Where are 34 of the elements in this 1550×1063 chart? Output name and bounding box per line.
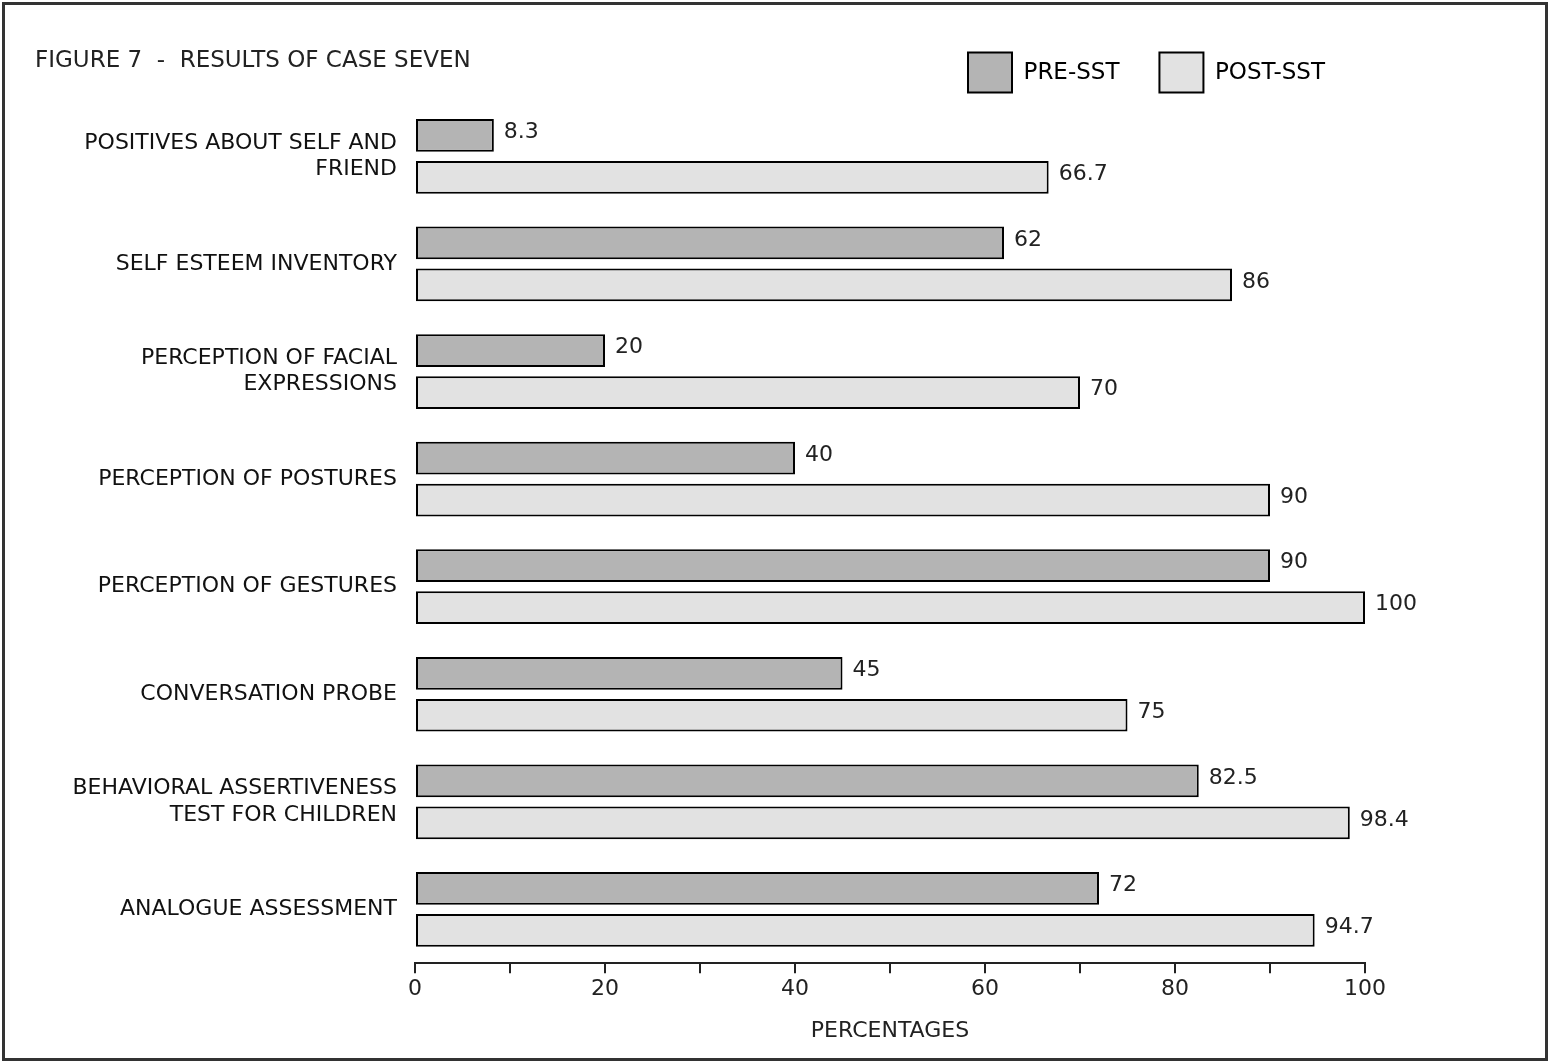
data-label: 98.4 xyxy=(1359,805,1409,831)
x-tick-label: 0 xyxy=(408,975,422,1001)
chart-title: FIGURE 7 - RESULTS OF CASE SEVEN xyxy=(35,45,471,72)
y-tick-label: PERCEPTION OF GESTURES xyxy=(97,572,397,598)
y-tick-label: SELF ESTEEM INVENTORY xyxy=(115,249,398,275)
y-tick-label: PERCEPTION OF FACIAL EXPRESSIONS xyxy=(141,344,398,396)
data-label: 8.3 xyxy=(503,118,539,144)
data-label: 62 xyxy=(1014,225,1042,251)
data-label: 86 xyxy=(1242,267,1270,293)
x-tick-label: 100 xyxy=(1344,975,1386,1001)
data-label: 72 xyxy=(1109,871,1137,897)
y-tick-label: POSITIVES ABOUT SELF AND FRIEND xyxy=(84,128,397,181)
x-tick-label: 20 xyxy=(591,975,619,1001)
y-tick-label: CONVERSATION PROBE xyxy=(140,679,397,705)
y-tick-label: BEHAVIORAL ASSERTIVENESS TEST FOR CHILDREN xyxy=(72,774,397,826)
x-axis-title: PERCENTAGES xyxy=(810,1016,970,1042)
legend-label: PRE-SST xyxy=(1023,57,1121,84)
data-label: 70 xyxy=(1090,375,1118,401)
data-label: 94.7 xyxy=(1324,913,1374,939)
x-tick-label: 60 xyxy=(971,975,999,1001)
data-label: 40 xyxy=(805,440,833,466)
legend-label: POST-SST xyxy=(1214,57,1326,84)
data-label: 75 xyxy=(1137,697,1166,723)
y-tick-label: ANALOGUE ASSESSMENT xyxy=(120,895,398,921)
data-label: 20 xyxy=(615,333,643,359)
x-tick-label: 80 xyxy=(1161,975,1189,1001)
x-tick-label: 40 xyxy=(781,975,809,1001)
data-label: 82.5 xyxy=(1208,763,1258,789)
data-label: 90 xyxy=(1280,482,1308,508)
y-tick-label: PERCEPTION OF POSTURES xyxy=(98,464,397,490)
data-label: 90 xyxy=(1280,548,1308,574)
data-label: 66.7 xyxy=(1058,160,1108,186)
data-label: 100 xyxy=(1375,590,1417,616)
data-label: 45 xyxy=(852,656,881,681)
